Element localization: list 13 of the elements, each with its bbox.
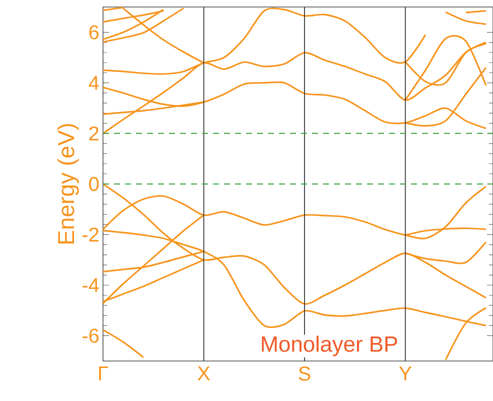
x-tick-label: X [198,366,210,380]
y-tick-label: -2 [82,228,98,242]
y-tick-label: 0 [89,176,99,192]
y-tick-label: 2 [89,126,98,140]
y-tick-label: 4 [88,76,99,90]
x-tick-label: S [298,366,310,381]
x-tick-label: Γ [99,366,108,380]
y-tick-label: 6 [89,25,99,40]
y-axis-title: Energy (eV) [57,124,79,244]
annotation: Monolayer BP [262,336,398,356]
x-tick-label: Y [399,366,412,380]
y-tick-label: -6 [82,328,99,343]
y-tick-label: -4 [82,278,99,292]
